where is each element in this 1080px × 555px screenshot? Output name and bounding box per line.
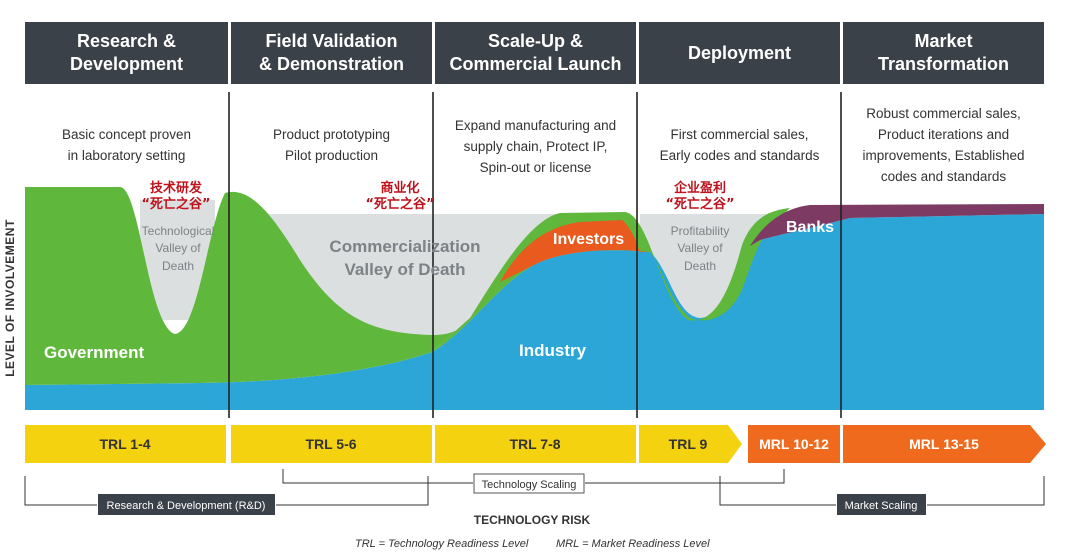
- investors-area: [500, 220, 650, 282]
- commercialization-valley-cn-top: 商业化: [380, 180, 419, 196]
- rnd-box: [98, 494, 275, 515]
- readiness-label: TRL 1-4: [99, 436, 150, 452]
- readiness-label: MRL 13-15: [909, 436, 979, 452]
- stage-header-market-transformation: Market Transformation: [843, 22, 1044, 84]
- technology-scaling-box: [473, 473, 585, 494]
- market-scaling-box: [837, 494, 926, 515]
- footnote-mrl: MRL = Market Readiness Level: [556, 538, 710, 550]
- stage-description-deployment: First commercial sales, Early codes and …: [659, 127, 820, 163]
- actor-industry: Industry: [519, 341, 587, 360]
- technology-scaling-bracket: [282, 469, 785, 484]
- stage-title: Research & Development: [69, 31, 184, 74]
- y-axis-label: LEVEL OF INVOLVEMENT: [3, 219, 17, 377]
- stage-description-market-transformation: Robust commercial sales, Product iterati…: [862, 106, 1025, 184]
- rnd-bracket: [24, 476, 429, 506]
- stage-description-scale-up: Expand manufacturing and supply chain, P…: [454, 118, 617, 175]
- readiness-segment: [25, 425, 226, 463]
- footnote-trl: TRL = Technology Readiness Level: [355, 538, 529, 550]
- banks-area: [750, 204, 1044, 246]
- technological-valley-en-1: Technological: [142, 224, 215, 238]
- stage-title: Deployment: [687, 42, 792, 63]
- readiness-segment: [435, 425, 636, 463]
- stage-title: Scale-Up & Commercial Launch: [449, 31, 622, 74]
- readiness-label: TRL 5-6: [305, 436, 356, 452]
- readiness-label: TRL 7-8: [509, 436, 560, 452]
- x-axis-label: TECHNOLOGY RISK: [474, 513, 591, 527]
- readiness-label: TRL 9: [669, 436, 708, 452]
- profitability-valley-en-1: Profitability: [671, 224, 730, 238]
- profitability-valley-cn-bottom: “死亡之谷”: [665, 196, 734, 212]
- profitability-valley-en-2: Valley of: [677, 241, 723, 255]
- commercialization-valley-en-2: Valley of Death: [345, 260, 466, 279]
- technological-valley-en-3: Death: [162, 259, 194, 273]
- technological-valley-cn-bottom: “死亡之谷”: [141, 196, 210, 212]
- technological-valley-cn-top: 技术研发: [150, 180, 203, 196]
- profitability-valley-en-3: Death: [684, 259, 716, 273]
- commercialization-valley-cn-bottom: “死亡之谷”: [365, 196, 434, 212]
- stage-header-deployment: Deployment: [639, 22, 840, 84]
- technological-valley-area: [140, 200, 215, 320]
- technological-valley-en-2: Valley of: [155, 241, 201, 255]
- market-scaling-bracket: [719, 476, 1045, 506]
- stage-header-field-validation: Field Validation & Demonstration: [231, 22, 432, 84]
- commercialization-valley-en-1: Commercialization: [329, 237, 480, 256]
- stage-title: Field Validation & Demonstration: [258, 31, 404, 74]
- industry-area: [25, 214, 1044, 410]
- stage-description-field-validation: Product prototyping Pilot production: [272, 127, 391, 163]
- government-band: [432, 208, 790, 352]
- readiness-segment: [639, 425, 742, 463]
- actor-government: Government: [44, 343, 144, 362]
- stage-title: Market Transformation: [877, 31, 1010, 74]
- stage-description-rnd: Basic concept proven in laboratory setti…: [61, 127, 192, 163]
- readiness-label: MRL 10-12: [759, 436, 829, 452]
- stage-header-scale-up: Scale-Up & Commercial Launch: [435, 22, 636, 84]
- readiness-segment: [843, 425, 1046, 463]
- government-area: [25, 187, 470, 385]
- stage-header-rnd: Research & Development: [25, 22, 228, 84]
- actor-investors: Investors: [553, 231, 624, 248]
- readiness-segment: [748, 425, 840, 463]
- rnd-label: Research & Development (R&D): [107, 500, 266, 512]
- readiness-bar: [25, 425, 1046, 463]
- profitability-valley-cn-top: 企业盈利: [673, 180, 726, 196]
- actor-banks: Banks: [786, 219, 834, 236]
- technology-scaling-label: Technology Scaling: [482, 479, 577, 491]
- readiness-segment: [231, 425, 432, 463]
- market-scaling-label: Market Scaling: [845, 500, 918, 512]
